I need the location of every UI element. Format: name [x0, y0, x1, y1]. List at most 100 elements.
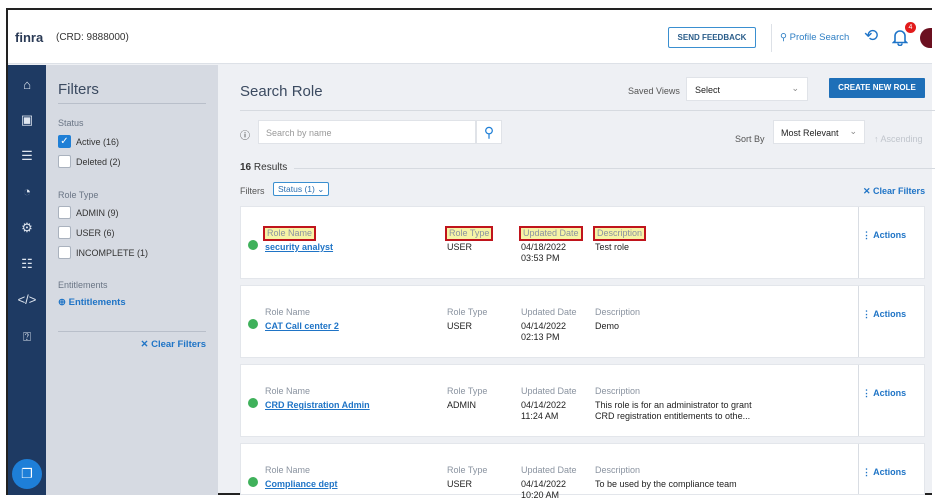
saved-views-label: Saved Views [628, 86, 680, 96]
role-name-link[interactable]: security analyst [265, 242, 334, 252]
finra-logo[interactable]: FINRA [15, 30, 44, 45]
divider [771, 24, 772, 52]
role-name-label: Role Name [265, 465, 311, 475]
description-line: This role is for an administrator to gra… [595, 400, 752, 410]
incomplete-label: INCOMPLETE (1) [76, 248, 149, 258]
date: 04/14/2022 [521, 321, 567, 331]
code-icon[interactable]: </> [17, 292, 37, 307]
group-icon[interactable]: ☷ [21, 256, 33, 271]
role-row: Role Name security analyst Role Type USE… [240, 206, 925, 279]
filters-label: Filters [240, 186, 265, 196]
actions-menu[interactable]: ⋮ Actions [862, 230, 906, 241]
avatar[interactable] [920, 28, 932, 48]
kebab-icon: ⋮ [862, 230, 874, 240]
home-icon[interactable]: ⌂ [23, 77, 31, 92]
kebab-icon: ⋮ [862, 467, 874, 477]
clear-filters-link[interactable]: ✕ Clear Filters [863, 186, 925, 197]
clear-filters-label: Clear Filters [873, 186, 926, 196]
deleted-checkbox[interactable] [58, 155, 71, 168]
add-entitlements-link[interactable]: ⊕ Entitlements [58, 297, 126, 308]
role-type-value: USER [447, 242, 473, 252]
role-type-label: Role Type [58, 190, 99, 200]
actions-menu[interactable]: ⋮ Actions [862, 467, 906, 478]
role-type-value: USER [447, 479, 473, 489]
actions-menu[interactable]: ⋮ Actions [862, 388, 906, 399]
info-icon[interactable]: ⓘ [240, 131, 250, 142]
divider [58, 103, 206, 104]
actions-menu[interactable]: ⋮ Actions [862, 309, 906, 320]
results-label: Results [253, 162, 288, 173]
divider [240, 110, 935, 111]
description-label: Description [595, 307, 641, 317]
description-value: Demo [595, 321, 619, 332]
clear-filters-button[interactable]: ✕ Clear Filters [140, 339, 206, 350]
status-filter-chip[interactable]: Status (1) ⌄ [273, 182, 330, 196]
role-type-value: USER [447, 321, 473, 331]
incomplete-checkbox[interactable] [58, 246, 71, 259]
updated-date-value: 04/14/2022 02:13 PM [521, 321, 566, 343]
deleted-label: Deleted (2) [76, 157, 121, 167]
time: 11:24 AM [521, 411, 559, 421]
description-value: To be used by the compliance team [595, 479, 737, 490]
role-row: Role Name CRD Registration Admin Role Ty… [240, 364, 925, 437]
ascending-toggle[interactable]: ↑ Ascending [874, 134, 923, 144]
checklist-icon[interactable]: ☰ [21, 148, 33, 163]
ascending-label: Ascending [880, 134, 923, 144]
plus-circle-icon: ⊕ [58, 297, 69, 308]
role-type-label: Role Type [447, 465, 488, 475]
role-type-label: Role Type [444, 226, 494, 241]
notification-badge: 4 [905, 22, 916, 33]
id-card-icon[interactable]: ▣ [20, 112, 34, 127]
sort-select[interactable]: Most Relevant ⌄ [773, 120, 865, 144]
divider [858, 207, 859, 278]
pie-chart-icon[interactable]: ◔ [23, 184, 31, 199]
date: 04/14/2022 [521, 479, 567, 489]
sort-by-label: Sort By [735, 134, 765, 144]
date: 04/18/2022 [521, 242, 567, 252]
divider [858, 444, 859, 494]
chip-label: Status (1) [278, 184, 315, 194]
windows-icon[interactable]: ❐ [12, 459, 42, 489]
active-checkbox[interactable]: ✓ [58, 135, 71, 148]
description-label: Description [592, 226, 647, 241]
description-label: Description [595, 386, 641, 396]
actions-label: Actions [873, 388, 907, 398]
description-line: CRD registration entitlements to othe... [595, 411, 751, 421]
help-icon[interactable]: ⍰ [23, 329, 31, 344]
search-icon: ⚲ [483, 124, 495, 140]
user-settings-icon[interactable]: ⚙ [21, 220, 33, 235]
entitlements-label: Entitlements [58, 280, 108, 290]
role-name-link[interactable]: Compliance dept [265, 479, 338, 489]
search-input[interactable]: Search by name [258, 120, 476, 144]
role-row: Role Name Compliance dept Role Type USER… [240, 443, 925, 500]
chevron-down-icon: ⌄ [849, 126, 857, 136]
search-button[interactable]: ⚲ [476, 120, 502, 144]
role-name-link[interactable]: CRD Registration Admin [265, 400, 370, 410]
search-icon: ⚲ [780, 32, 790, 43]
bell-icon[interactable] [892, 28, 908, 46]
role-name-link[interactable]: CAT Call center 2 [265, 321, 339, 331]
arrow-up-icon: ↑ [874, 134, 881, 144]
role-name-label: Role Name [265, 307, 311, 317]
user-checkbox[interactable] [58, 226, 71, 239]
history-icon[interactable]: ⟲ [864, 26, 879, 45]
create-new-role-button[interactable]: CREATE NEW ROLE [829, 78, 925, 98]
time: 10:20 AM [521, 490, 560, 500]
divider [858, 365, 859, 436]
role-name-label: Role Name [265, 386, 311, 396]
active-status-dot [248, 319, 258, 329]
chevron-down-icon: ⌄ [791, 83, 799, 93]
admin-checkbox[interactable] [58, 206, 71, 219]
send-feedback-button[interactable]: SEND FEEDBACK [668, 27, 756, 48]
status-label: Status [58, 118, 84, 128]
updated-date-value: 04/14/2022 11:24 AM [521, 400, 566, 422]
saved-views-select[interactable]: Select ⌄ [686, 77, 808, 101]
profile-search-link[interactable]: ⚲ Profile Search [780, 32, 849, 43]
role-type-value: ADMIN [447, 400, 476, 410]
actions-label: Actions [873, 467, 907, 477]
profile-search-label: Profile Search [789, 32, 850, 43]
divider [58, 331, 206, 332]
filters-title: Filters [58, 81, 99, 98]
role-type-label: Role Type [447, 386, 488, 396]
updated-date-label: Updated Date [519, 226, 583, 241]
